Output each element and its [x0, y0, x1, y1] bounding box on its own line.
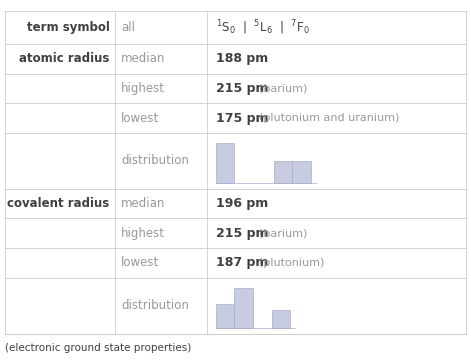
Bar — [216, 304, 235, 328]
Text: term symbol: term symbol — [27, 21, 110, 34]
Text: 175 pm: 175 pm — [216, 112, 268, 125]
Text: 187 pm: 187 pm — [216, 256, 268, 269]
Text: lowest: lowest — [121, 256, 159, 269]
Bar — [272, 310, 290, 328]
Text: (electronic ground state properties): (electronic ground state properties) — [5, 343, 191, 353]
Text: median: median — [121, 197, 165, 210]
Text: covalent radius: covalent radius — [8, 197, 110, 210]
Bar — [292, 161, 311, 183]
Text: all: all — [121, 21, 135, 34]
Text: (barium): (barium) — [259, 83, 308, 93]
Text: $^{1}$S$_{0}$  |  $^{5}$L$_{6}$  |  $^{7}$F$_{0}$: $^{1}$S$_{0}$ | $^{5}$L$_{6}$ | $^{7}$F$… — [216, 18, 309, 37]
Text: (barium): (barium) — [259, 228, 308, 238]
Bar — [216, 143, 235, 183]
Text: distribution: distribution — [121, 154, 189, 168]
Text: atomic radius: atomic radius — [19, 52, 110, 65]
Text: distribution: distribution — [121, 299, 189, 312]
Text: 215 pm: 215 pm — [216, 227, 268, 240]
Text: (plutonium and uranium): (plutonium and uranium) — [259, 113, 399, 123]
Text: lowest: lowest — [121, 112, 159, 125]
Bar — [235, 288, 253, 328]
Bar — [274, 161, 292, 183]
Text: 188 pm: 188 pm — [216, 52, 268, 65]
Text: 196 pm: 196 pm — [216, 197, 268, 210]
Text: median: median — [121, 52, 165, 65]
Text: highest: highest — [121, 227, 165, 240]
Text: highest: highest — [121, 82, 165, 95]
Text: 215 pm: 215 pm — [216, 82, 268, 95]
Text: (plutonium): (plutonium) — [259, 258, 325, 268]
